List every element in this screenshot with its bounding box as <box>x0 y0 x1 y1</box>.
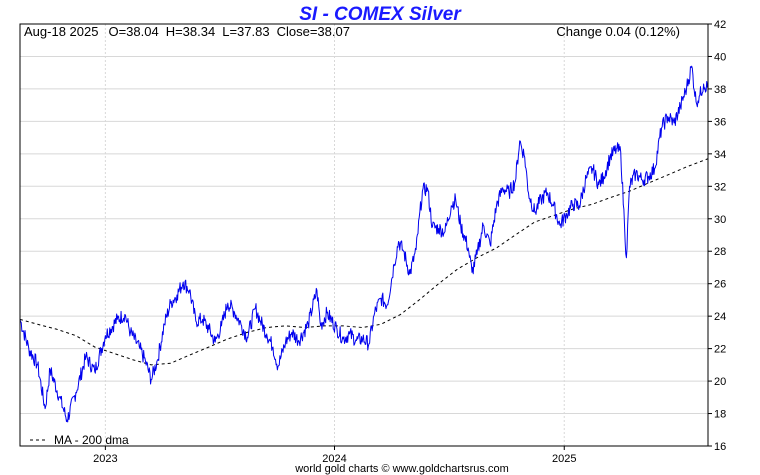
price-series-group <box>19 65 709 423</box>
chart-title: SI - COMEX Silver <box>299 4 462 25</box>
y-tick-label: 16 <box>714 441 726 453</box>
header-change: Change 0.04 (0.12%) <box>556 24 680 39</box>
price-line <box>19 65 709 423</box>
header-high: H=38.34 <box>166 24 216 39</box>
header-close: Close=38.07 <box>277 24 350 39</box>
y-tick-label: 40 <box>714 51 726 63</box>
y-tick-label: 34 <box>714 149 726 161</box>
credit-text: world gold charts © www.goldchartsrus.co… <box>294 463 509 475</box>
header-open: O=38.04 <box>108 24 158 39</box>
y-tick-label: 42 <box>714 19 726 31</box>
ma-series-group <box>19 158 709 366</box>
y-tick-label: 32 <box>714 181 726 193</box>
y-axis: 16 18 20 22 24 26 28 30 32 34 36 38 40 42 <box>708 19 726 453</box>
legend: MA - 200 dma <box>30 433 129 447</box>
x-tick-label: 2023 <box>93 453 117 465</box>
y-tick-label: 38 <box>714 84 726 96</box>
y-tick-label: 28 <box>714 246 726 258</box>
y-tick-label: 30 <box>714 214 726 226</box>
header-low: L=37.83 <box>222 24 269 39</box>
legend-ma-label: MA - 200 dma <box>54 433 129 447</box>
y-tick-label: 20 <box>714 376 726 388</box>
y-tick-label: 36 <box>714 116 726 128</box>
header-ohlc: Aug-18 2025 O=38.04 H=38.34 L=37.83 Close=38… <box>24 24 350 39</box>
plot-frame <box>19 23 709 447</box>
x-tick-label: 2025 <box>552 453 576 465</box>
ma-200-line <box>19 158 709 366</box>
x-tick-label: 2024 <box>322 453 346 465</box>
y-tick-label: 24 <box>714 311 726 323</box>
header-date: Aug-18 2025 <box>24 24 98 39</box>
y-tick-label: 26 <box>714 279 726 291</box>
y-tick-label: 18 <box>714 409 726 421</box>
x-axis: 2023 2024 2025 <box>93 446 576 465</box>
y-tick-label: 22 <box>714 344 726 356</box>
